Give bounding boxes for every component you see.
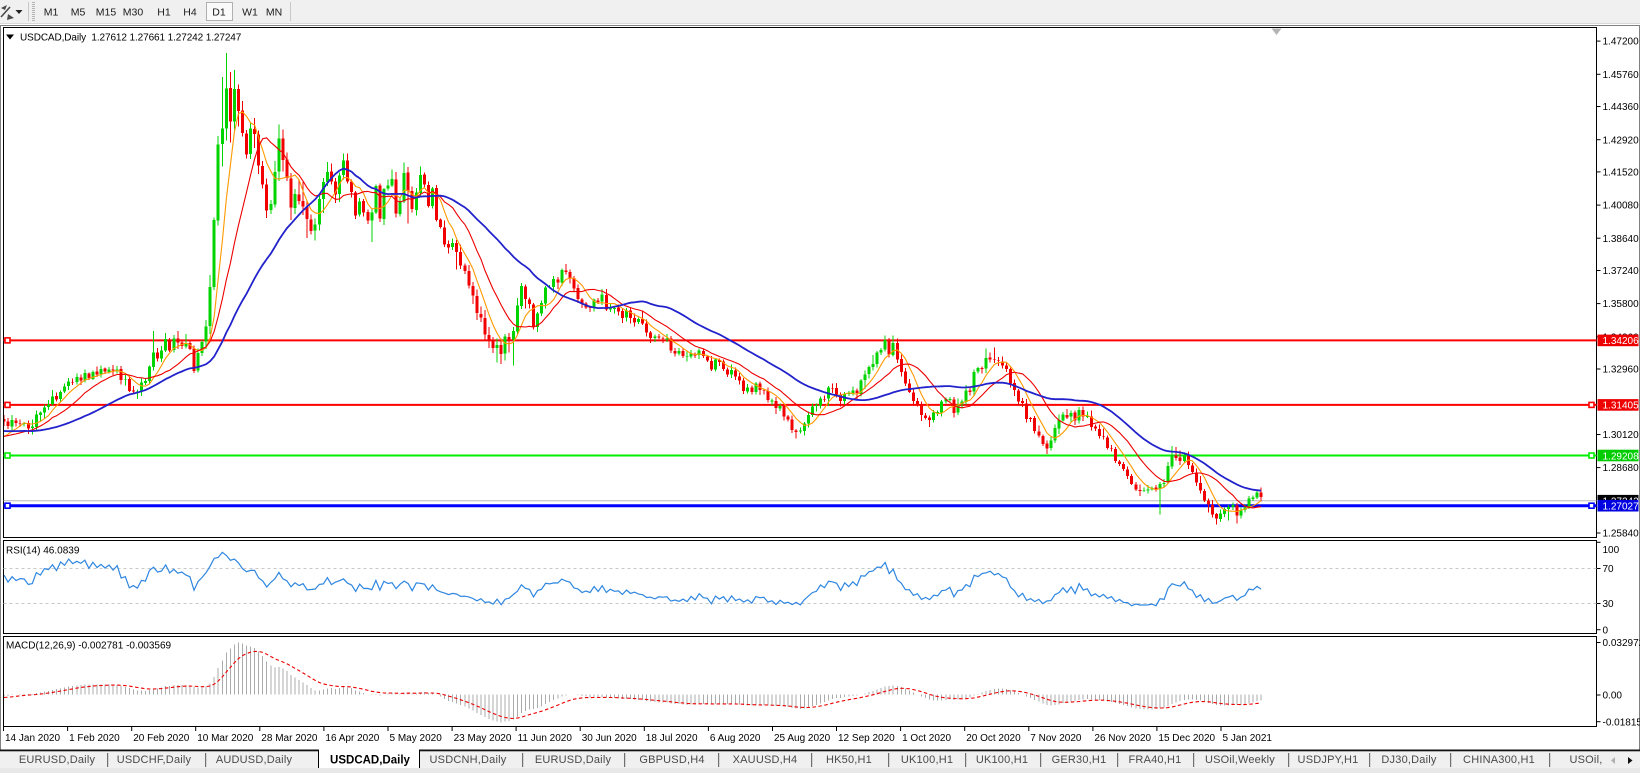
svg-text:6 Aug 2020: 6 Aug 2020 — [710, 733, 761, 744]
svg-text:1.28680: 1.28680 — [1603, 463, 1640, 474]
svg-text:HK50,H1: HK50,H1 — [826, 754, 872, 766]
svg-text:7 Nov 2020: 7 Nov 2020 — [1030, 733, 1082, 744]
svg-text:1.38640: 1.38640 — [1603, 234, 1640, 245]
svg-text:30 Jun 2020: 30 Jun 2020 — [582, 733, 637, 744]
svg-text:0.032972: 0.032972 — [1603, 638, 1640, 649]
svg-text:11 Jun 2020: 11 Jun 2020 — [518, 733, 573, 744]
svg-text:18 Jul 2020: 18 Jul 2020 — [646, 733, 698, 744]
svg-text:1.40080: 1.40080 — [1603, 201, 1640, 212]
svg-text:DJ30,Daily: DJ30,Daily — [1381, 754, 1436, 766]
svg-text:M30: M30 — [123, 7, 144, 19]
svg-text:28 Mar 2020: 28 Mar 2020 — [261, 733, 318, 744]
svg-text:-0.018154: -0.018154 — [1603, 717, 1640, 728]
svg-text:5 May 2020: 5 May 2020 — [390, 733, 443, 744]
svg-text:1.37240: 1.37240 — [1603, 266, 1640, 277]
svg-text:AUDUSD,Daily: AUDUSD,Daily — [216, 754, 293, 766]
svg-text:1 Oct 2020: 1 Oct 2020 — [902, 733, 951, 744]
svg-text:14 Jan 2020: 14 Jan 2020 — [5, 733, 60, 744]
svg-text:1.25840: 1.25840 — [1603, 529, 1640, 540]
svg-text:1.31405: 1.31405 — [1603, 401, 1640, 412]
svg-text:M15: M15 — [96, 7, 117, 19]
svg-text:H1: H1 — [157, 7, 171, 19]
svg-text:W1: W1 — [242, 7, 258, 19]
svg-text:1 Feb 2020: 1 Feb 2020 — [69, 733, 120, 744]
svg-text:23 May 2020: 23 May 2020 — [454, 733, 512, 744]
svg-text:0.00: 0.00 — [1603, 691, 1623, 702]
svg-text:UK100,H1: UK100,H1 — [976, 754, 1028, 766]
svg-text:FRA40,H1: FRA40,H1 — [1129, 754, 1182, 766]
svg-text:USDJPY,H1: USDJPY,H1 — [1298, 754, 1359, 766]
svg-text:1.27027: 1.27027 — [1603, 502, 1640, 513]
svg-text:GER30,H1: GER30,H1 — [1052, 754, 1107, 766]
svg-text:1.42920: 1.42920 — [1603, 135, 1640, 146]
svg-text:USDCHF,Daily: USDCHF,Daily — [117, 754, 192, 766]
svg-text:M5: M5 — [71, 7, 86, 19]
svg-text:25 Aug 2020: 25 Aug 2020 — [774, 733, 831, 744]
svg-text:USOil,Weekly: USOil,Weekly — [1205, 754, 1275, 766]
svg-text:MN: MN — [266, 7, 282, 19]
svg-text:1.47200: 1.47200 — [1603, 37, 1640, 48]
svg-text:70: 70 — [1603, 564, 1615, 575]
svg-text:1.41520: 1.41520 — [1603, 168, 1640, 179]
svg-text:12 Sep 2020: 12 Sep 2020 — [838, 733, 895, 744]
svg-text:USDCAD,Daily: USDCAD,Daily — [330, 755, 410, 767]
svg-text:USDCAD,Daily 1.27612 1.27661: USDCAD,Daily 1.27612 1.27661 1.27242 1.2… — [20, 33, 242, 44]
svg-text:CHINA300,H1: CHINA300,H1 — [1463, 754, 1535, 766]
svg-text:M1: M1 — [44, 7, 59, 19]
svg-text:1.35800: 1.35800 — [1603, 299, 1640, 310]
svg-text:UK100,H1: UK100,H1 — [901, 754, 953, 766]
svg-text:0: 0 — [1603, 625, 1609, 636]
svg-text:H4: H4 — [183, 7, 197, 19]
svg-text:RSI(14) 46.0839: RSI(14) 46.0839 — [6, 546, 80, 557]
svg-text:10 Mar 2020: 10 Mar 2020 — [197, 733, 254, 744]
svg-text:XAUUSD,H4: XAUUSD,H4 — [733, 754, 798, 766]
svg-text:EURUSD,Daily: EURUSD,Daily — [535, 754, 612, 766]
svg-text:EURUSD,Daily: EURUSD,Daily — [19, 754, 96, 766]
svg-text:1.29208: 1.29208 — [1603, 451, 1640, 462]
svg-text:GBPUSD,H4: GBPUSD,H4 — [639, 754, 704, 766]
svg-text:D1: D1 — [212, 7, 226, 19]
svg-text:16 Apr 2020: 16 Apr 2020 — [325, 733, 379, 744]
svg-text:1.34206: 1.34206 — [1603, 336, 1640, 347]
svg-text:5 Jan 2021: 5 Jan 2021 — [1223, 733, 1273, 744]
svg-text:USDCNH,Daily: USDCNH,Daily — [430, 754, 507, 766]
svg-text:1.44360: 1.44360 — [1603, 102, 1640, 113]
svg-text:USOil,: USOil, — [1570, 754, 1603, 766]
svg-text:MACD(12,26,9) -0.002781 -0.003: MACD(12,26,9) -0.002781 -0.003569 — [6, 641, 172, 652]
svg-text:15 Dec 2020: 15 Dec 2020 — [1158, 733, 1215, 744]
svg-text:26 Nov 2020: 26 Nov 2020 — [1094, 733, 1151, 744]
svg-text:1.32960: 1.32960 — [1603, 365, 1640, 376]
svg-text:30: 30 — [1603, 599, 1615, 610]
svg-text:20 Oct 2020: 20 Oct 2020 — [966, 733, 1021, 744]
svg-text:20 Feb 2020: 20 Feb 2020 — [133, 733, 190, 744]
svg-text:100: 100 — [1603, 545, 1620, 556]
svg-text:1.45760: 1.45760 — [1603, 70, 1640, 81]
svg-text:1.30120: 1.30120 — [1603, 430, 1640, 441]
